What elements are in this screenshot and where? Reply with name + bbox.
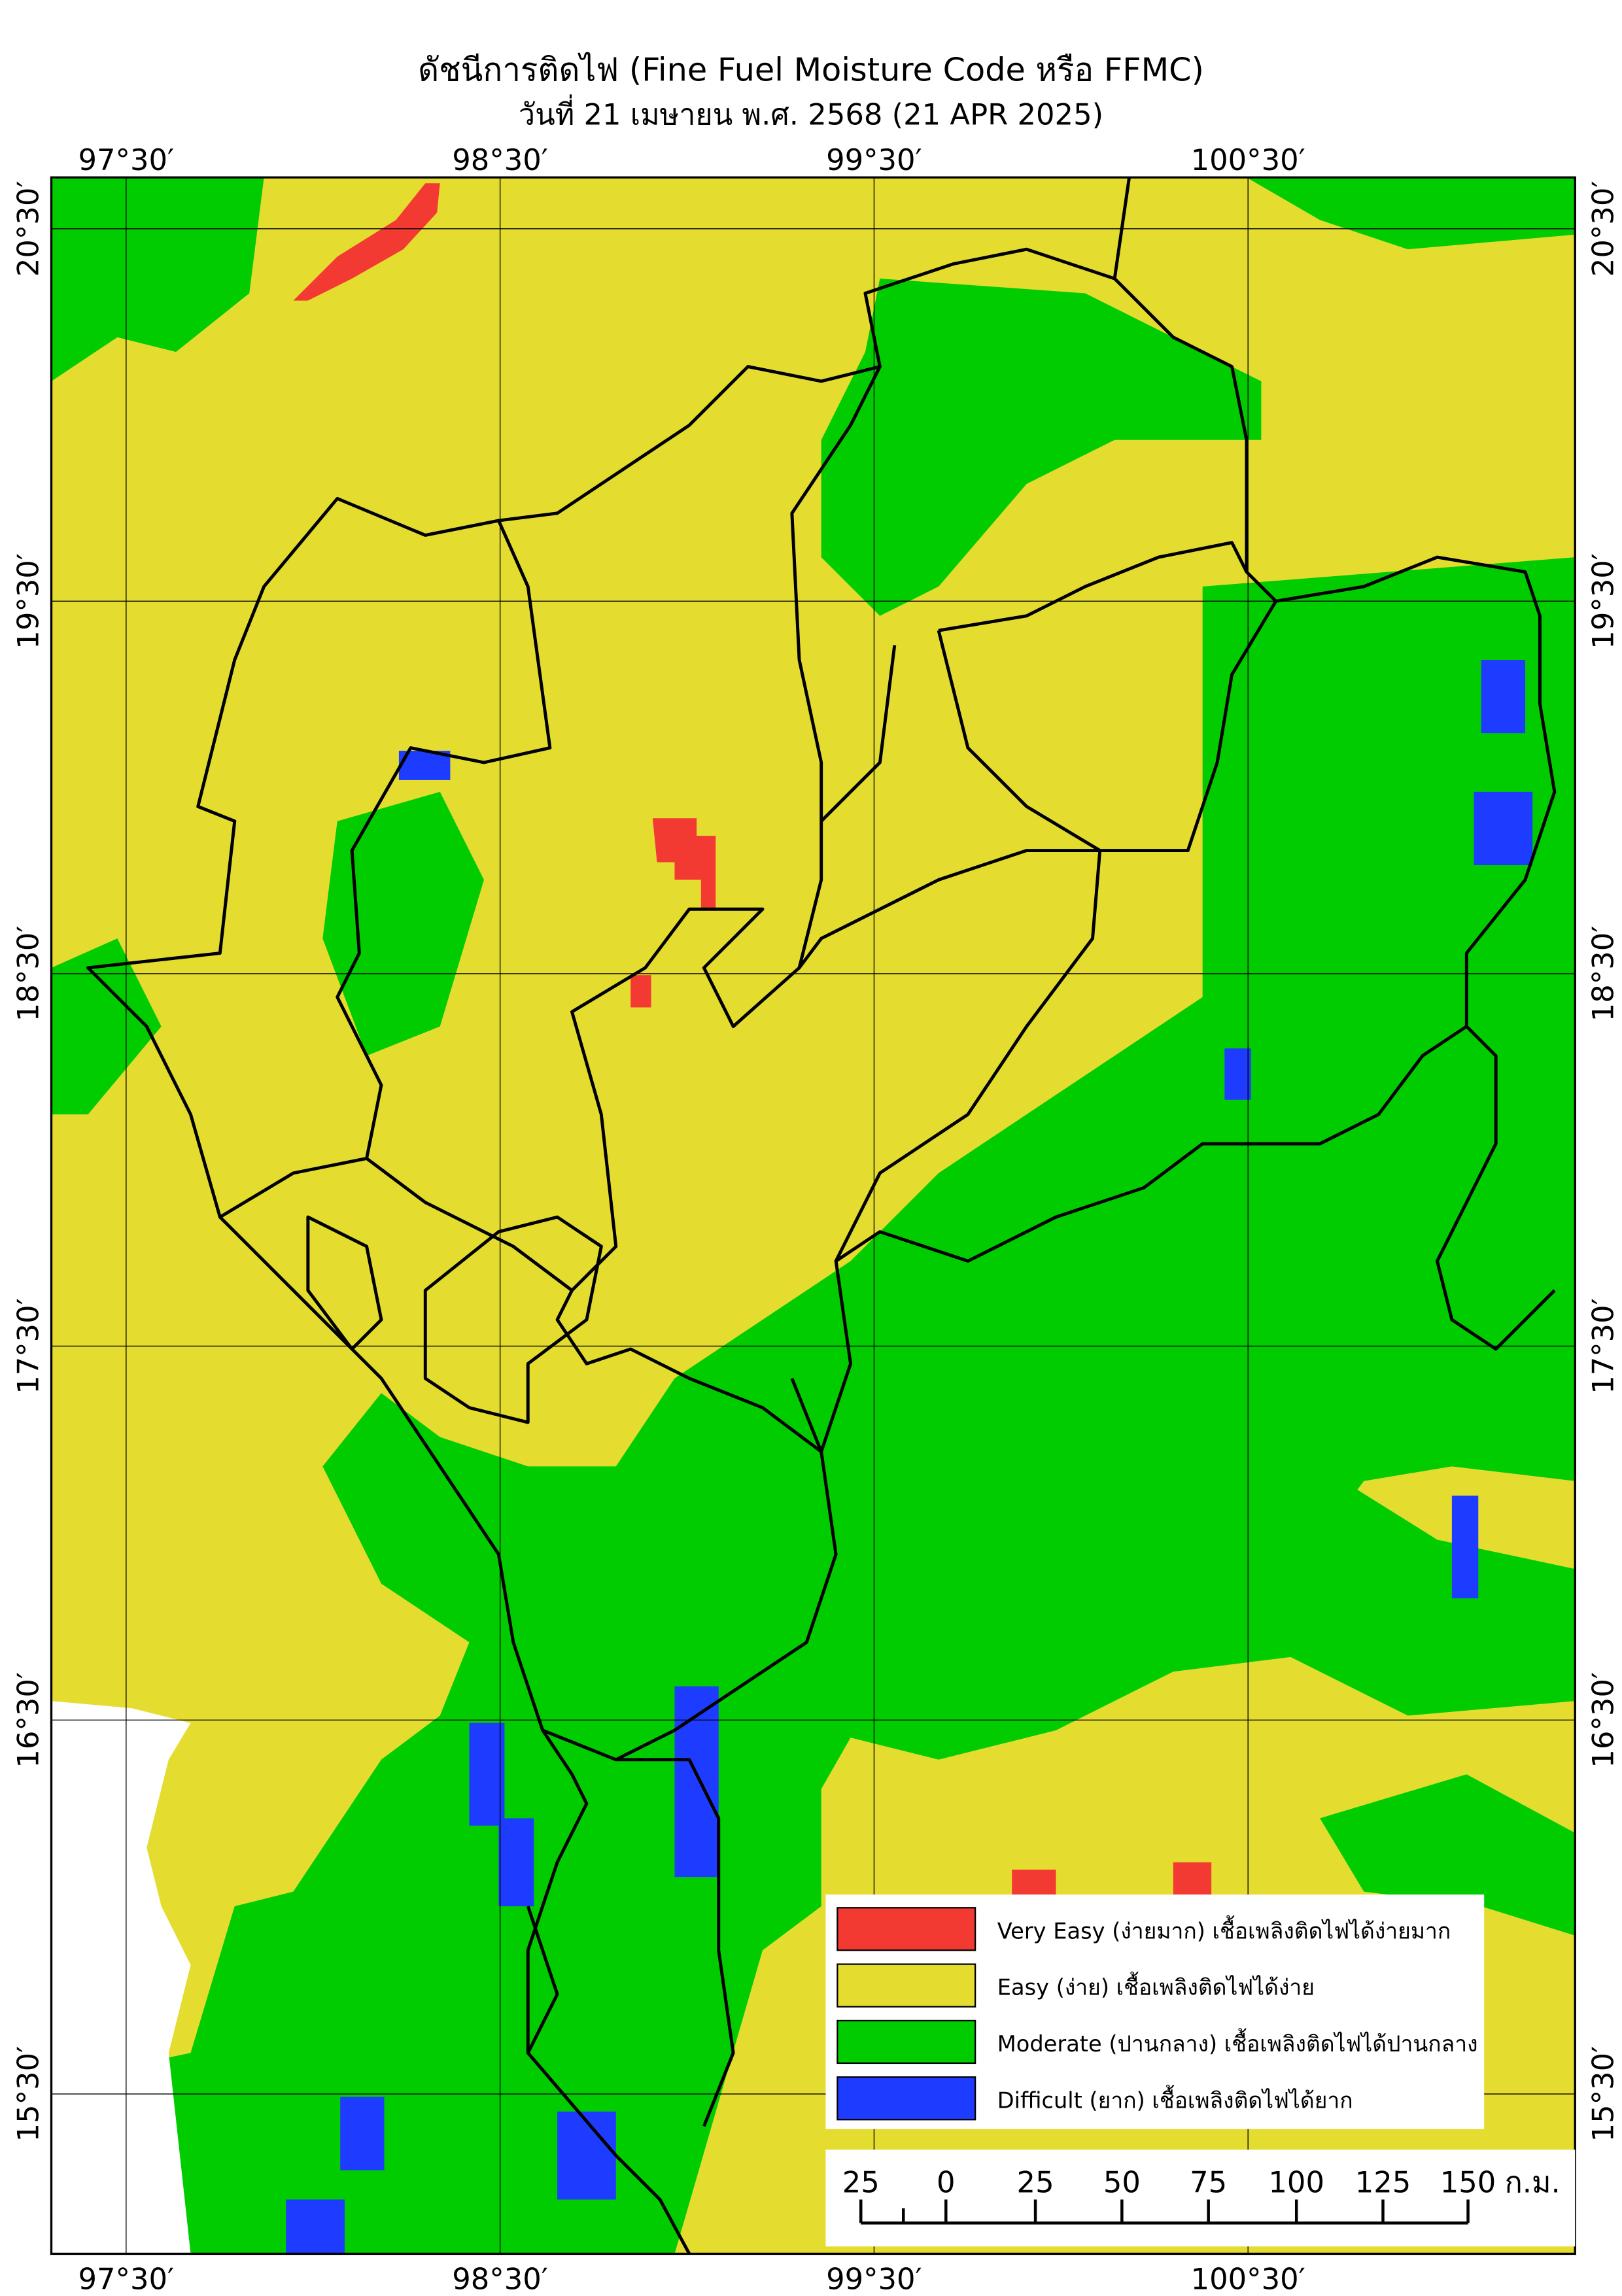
longitude-labels: 97°30′ 97°30′ 98°30′ 98°30′ 99°30′ 99°30′ 100°… xyxy=(78,143,1305,2296)
longitude-label: 98°30′ xyxy=(452,2261,548,2293)
legend-swatch xyxy=(837,1963,976,2008)
latitude-label: 20°30′ xyxy=(10,180,45,277)
difficult-patch xyxy=(674,1686,719,1877)
boundary xyxy=(1113,177,1131,279)
header: ดัชนีการติดไฟ (Fine Fuel Moisture Code ห… xyxy=(418,50,1204,131)
boundary xyxy=(306,1215,603,1424)
difficult-patch xyxy=(557,2111,616,2200)
moderate-area xyxy=(1246,177,1576,250)
map-frame xyxy=(50,176,1576,2255)
boundary xyxy=(555,247,1557,1454)
sea xyxy=(51,1701,191,2254)
legend-swatch xyxy=(837,2019,976,2065)
map-body xyxy=(51,177,1576,2254)
subtitle: วันที่ 21 เมษายน พ.ศ. 2568 (21 APR 2025) xyxy=(519,94,1103,132)
very-easy-patch xyxy=(293,183,440,301)
latitude-label: 18°30′ xyxy=(10,926,45,1022)
very-easy-areas xyxy=(293,183,1212,1907)
latitude-label: 19°30′ xyxy=(10,553,45,649)
legend-swatch xyxy=(837,2076,976,2121)
scale-label: 25 xyxy=(842,2165,880,2199)
boundary xyxy=(366,365,882,1292)
legend-label: Difficult (ยาก) เชื้อเพลิงติดไฟได้ยาก xyxy=(997,2084,1353,2113)
scale-bar: 25 0 25 50 75 100 125 150 ก.ม. xyxy=(825,2150,1576,2247)
scale-label: 75 xyxy=(1190,2165,1227,2199)
latitude-label: 15°30′ xyxy=(1586,2046,1621,2142)
very-easy-patch xyxy=(652,818,716,910)
scale-box xyxy=(825,2150,1576,2247)
latitude-label: 16°30′ xyxy=(1586,1672,1621,1768)
boundary xyxy=(798,600,1277,969)
scale-label: 25 xyxy=(1017,2165,1054,2199)
difficult-patch xyxy=(469,1722,505,1826)
latitude-label: 15°30′ xyxy=(10,2046,45,2142)
scale-unit: ก.ม. xyxy=(1505,2165,1561,2199)
latitude-label: 17°30′ xyxy=(10,1298,45,1394)
title: ดัชนีการติดไฟ (Fine Fuel Moisture Code ห… xyxy=(418,50,1204,88)
difficult-patch xyxy=(286,2199,345,2254)
longitude-label: 98°30′ xyxy=(452,143,548,177)
difficult-patch xyxy=(1474,791,1533,865)
moderate-area xyxy=(821,1466,1576,1760)
latitude-label: 20°30′ xyxy=(1586,180,1621,277)
longitude-label: 99°30′ xyxy=(826,2261,922,2293)
difficult-patch xyxy=(1481,660,1526,734)
longitude-label: 99°30′ xyxy=(826,143,922,177)
latitude-labels: 20°30′ 20°30′ 19°30′ 19°30′ 18°30′ 18°30′ 17°3… xyxy=(10,180,1620,2142)
difficult-patch xyxy=(498,1818,534,1907)
very-easy-patch xyxy=(630,975,651,1008)
moderate-area xyxy=(51,557,1576,2254)
moderate-area xyxy=(322,791,484,1056)
latitude-label: 19°30′ xyxy=(1586,553,1621,649)
legend-swatch xyxy=(837,1907,976,1951)
difficult-patch xyxy=(1224,1048,1251,1100)
longitude-label: 100°30′ xyxy=(1191,143,1305,177)
boundaries xyxy=(86,177,1557,2254)
longitude-label: 97°30′ xyxy=(78,143,174,177)
legend-label: Easy (ง่าย) เชื้อเพลิงติดไฟได้ง่าย xyxy=(997,1972,1315,2000)
difficult-patch xyxy=(1451,1496,1479,1599)
difficult-patch xyxy=(340,2097,385,2170)
boundary xyxy=(86,496,552,1219)
boundary xyxy=(1436,1025,1556,1351)
longitude-label: 100°30′ xyxy=(1191,2261,1305,2293)
moderate-area xyxy=(51,938,162,1115)
longitude-label: 97°30′ xyxy=(78,2261,174,2293)
boundary xyxy=(218,1216,838,2254)
latitude-label: 17°30′ xyxy=(1586,1298,1621,1394)
moderate-areas xyxy=(51,177,1576,2254)
latitude-label: 18°30′ xyxy=(1586,926,1621,1022)
scale-label: 125 xyxy=(1355,2165,1411,2199)
scale-label: 150 xyxy=(1440,2165,1496,2199)
scale-label: 50 xyxy=(1103,2165,1141,2199)
legend: Very Easy (ง่ายมาก) เชื้อเพลิงติดไฟได้ง่… xyxy=(825,1894,1485,2129)
latitude-label: 16°30′ xyxy=(10,1672,45,1768)
moderate-area xyxy=(821,279,1262,616)
boundary xyxy=(820,541,1249,1262)
legend-label: Moderate (ปานกลาง) เชื้อเพลิงติดไฟได้ปาน… xyxy=(997,2028,1478,2057)
legend-label: Very Easy (ง่ายมาก) เชื้อเพลิงติดไฟได้ง่… xyxy=(997,1915,1451,1944)
scale-label: 0 xyxy=(937,2165,956,2199)
scale-label: 100 xyxy=(1268,2165,1324,2199)
moderate-area xyxy=(1320,1774,1576,1936)
